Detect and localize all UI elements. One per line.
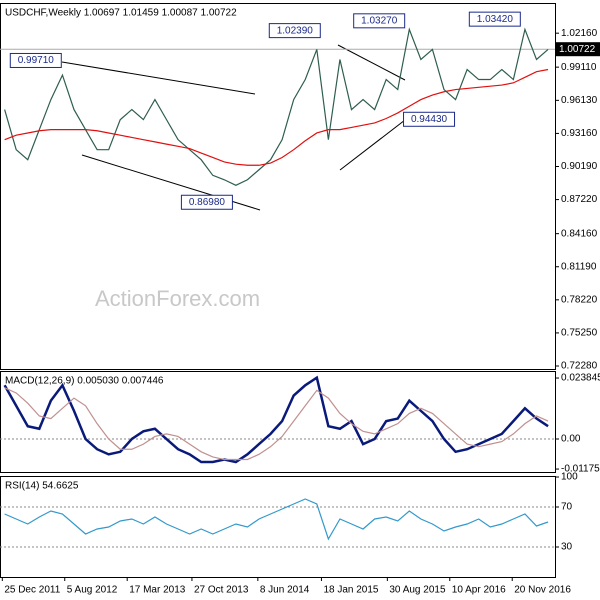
annotation-label: 0.94430 xyxy=(411,114,448,125)
y-tick-label: 0.84160 xyxy=(561,228,598,239)
annotation-label: 1.03270 xyxy=(361,15,398,26)
x-tick-label: 8 Jun 2014 xyxy=(260,585,310,596)
y-tick-label: 0.93160 xyxy=(561,128,598,139)
annotation-label: 0.86980 xyxy=(189,197,226,208)
y-tick-label: 0.87220 xyxy=(561,194,598,205)
y-tick-label: 0.75250 xyxy=(561,328,598,339)
x-tick-label: 10 Apr 2016 xyxy=(452,585,506,596)
y-tick-label: 0.72280 xyxy=(561,361,598,372)
annotation-box xyxy=(180,194,233,210)
y-tick-label: 0.90190 xyxy=(561,161,598,172)
panel-title: USDCHF,Weekly 1.00697 1.01459 1.00087 1.… xyxy=(5,8,237,19)
x-tick-label: 30 Aug 2015 xyxy=(389,585,446,596)
annotation-box xyxy=(403,111,456,127)
series-line xyxy=(4,498,549,541)
annotation-box xyxy=(9,52,62,68)
y-tick-label: 0.78220 xyxy=(561,294,598,305)
series-line xyxy=(3,375,549,464)
panel-title: RSI(14) 54.6625 xyxy=(5,481,79,492)
y-tick-label: 1.02160 xyxy=(561,28,598,39)
annotation-box xyxy=(353,13,406,29)
price-panel xyxy=(0,3,556,370)
x-tick-label: 20 Nov 2016 xyxy=(514,585,571,596)
x-tick-label: 5 Aug 2012 xyxy=(67,585,118,596)
watermark: ActionForex.com xyxy=(95,286,260,311)
annotation-label: 1.02390 xyxy=(277,25,314,36)
panel-title: MACD(12,26,9) 0.005030 0.007446 xyxy=(5,376,164,387)
annotation-label: 1.03420 xyxy=(477,14,514,25)
trend-line xyxy=(337,44,406,81)
trend-line xyxy=(61,61,256,95)
trend-line xyxy=(339,119,406,171)
y-tick-label: 30 xyxy=(561,542,573,553)
series-line xyxy=(4,387,549,461)
x-tick-label: 17 Mar 2013 xyxy=(129,585,186,596)
y-tick-label: 0.023845 xyxy=(561,373,600,384)
last-price-label: 1.00722 xyxy=(559,44,596,55)
y-tick-label: 0.81190 xyxy=(561,261,597,272)
annotation-box xyxy=(268,23,321,39)
y-tick-label: 100 xyxy=(561,472,578,483)
x-tick-label: 25 Dec 2011 xyxy=(4,585,60,596)
series-line xyxy=(4,27,549,186)
annotation-label: 0.99710 xyxy=(18,55,55,66)
annotation-box xyxy=(468,11,521,27)
y-tick-label: 0.99110 xyxy=(561,62,597,73)
last-price-box xyxy=(556,42,600,57)
x-tick-label: 18 Jan 2015 xyxy=(323,585,378,596)
y-tick-label: 0.96130 xyxy=(561,95,598,106)
y-tick-label: 70 xyxy=(561,502,573,513)
x-tick-label: 27 Oct 2013 xyxy=(194,585,249,596)
rsi-panel xyxy=(0,476,556,578)
series-line xyxy=(4,68,549,166)
macd-panel xyxy=(0,371,556,473)
y-tick-label: 0.00 xyxy=(561,434,581,445)
y-tick-label: -0.01175 xyxy=(561,464,600,475)
